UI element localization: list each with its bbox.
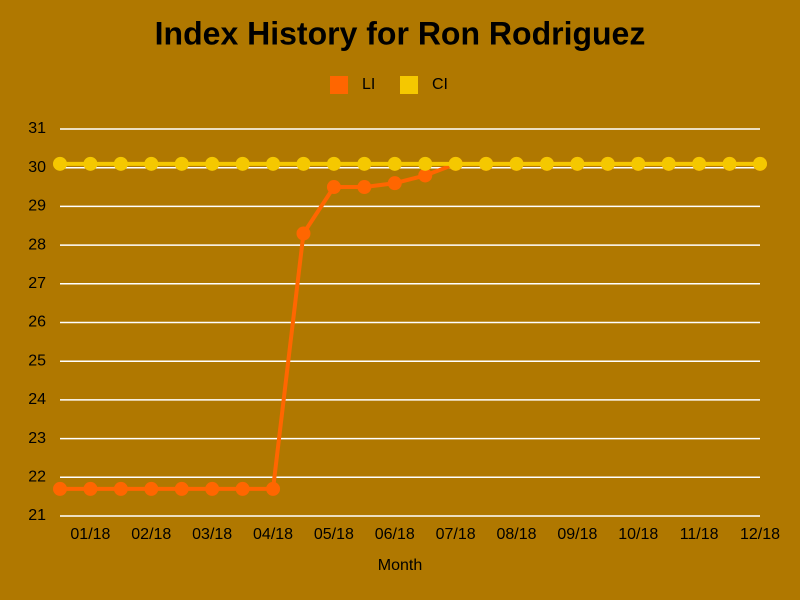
point: [387, 156, 402, 171]
x-tick-label: 01/18: [70, 526, 110, 543]
y-tick-label: 25: [28, 352, 46, 369]
x-tick-label: 09/18: [557, 526, 597, 543]
y-tick-label: 28: [28, 236, 46, 253]
point: [205, 481, 220, 496]
point: [235, 481, 250, 496]
y-tick-label: 31: [28, 120, 46, 137]
y-tick-label: 26: [28, 314, 46, 331]
y-tick-label: 22: [28, 469, 46, 486]
point: [387, 176, 402, 191]
y-tick-label: 30: [28, 159, 46, 176]
point: [83, 156, 98, 171]
y-tick-label: 29: [28, 198, 46, 215]
x-tick-label: 07/18: [436, 526, 476, 543]
x-tick-label: 02/18: [131, 526, 171, 543]
point: [144, 481, 159, 496]
point: [570, 156, 585, 171]
y-tick-label: 21: [28, 507, 46, 524]
point: [326, 156, 341, 171]
point: [174, 156, 189, 171]
point: [692, 156, 707, 171]
x-tick-label: 05/18: [314, 526, 354, 543]
y-tick-label: 27: [28, 275, 46, 292]
point: [357, 156, 372, 171]
point: [600, 156, 615, 171]
point: [113, 481, 128, 496]
point: [174, 481, 189, 496]
point: [722, 156, 737, 171]
x-tick-label: 03/18: [192, 526, 232, 543]
legend-swatch: [330, 76, 348, 94]
point: [235, 156, 250, 171]
point: [357, 180, 372, 195]
point: [326, 180, 341, 195]
x-tick-label: 08/18: [496, 526, 536, 543]
x-tick-label: 12/18: [740, 526, 780, 543]
x-tick-label: 06/18: [375, 526, 415, 543]
point: [539, 156, 554, 171]
point: [266, 156, 281, 171]
point: [631, 156, 646, 171]
y-tick-label: 24: [28, 391, 46, 408]
point: [418, 156, 433, 171]
point: [448, 156, 463, 171]
point: [205, 156, 220, 171]
point: [753, 156, 767, 171]
point: [296, 156, 311, 171]
point: [113, 156, 128, 171]
legend-label: CI: [432, 76, 448, 93]
legend-swatch: [400, 76, 418, 94]
point: [296, 226, 311, 241]
chart-title: Index History for Ron Rodriguez: [155, 15, 646, 51]
x-tick-label: 11/18: [680, 526, 719, 543]
point: [418, 168, 433, 183]
point: [266, 481, 281, 496]
point: [479, 156, 494, 171]
y-tick-label: 23: [28, 430, 46, 447]
x-axis-label: Month: [378, 557, 422, 574]
x-tick-label: 04/18: [253, 526, 293, 543]
x-tick-label: 10/18: [618, 526, 658, 543]
point: [144, 156, 159, 171]
point: [661, 156, 676, 171]
point: [509, 156, 524, 171]
point: [53, 156, 67, 171]
point: [83, 481, 98, 496]
point: [53, 481, 67, 496]
legend-label: LI: [362, 76, 375, 93]
